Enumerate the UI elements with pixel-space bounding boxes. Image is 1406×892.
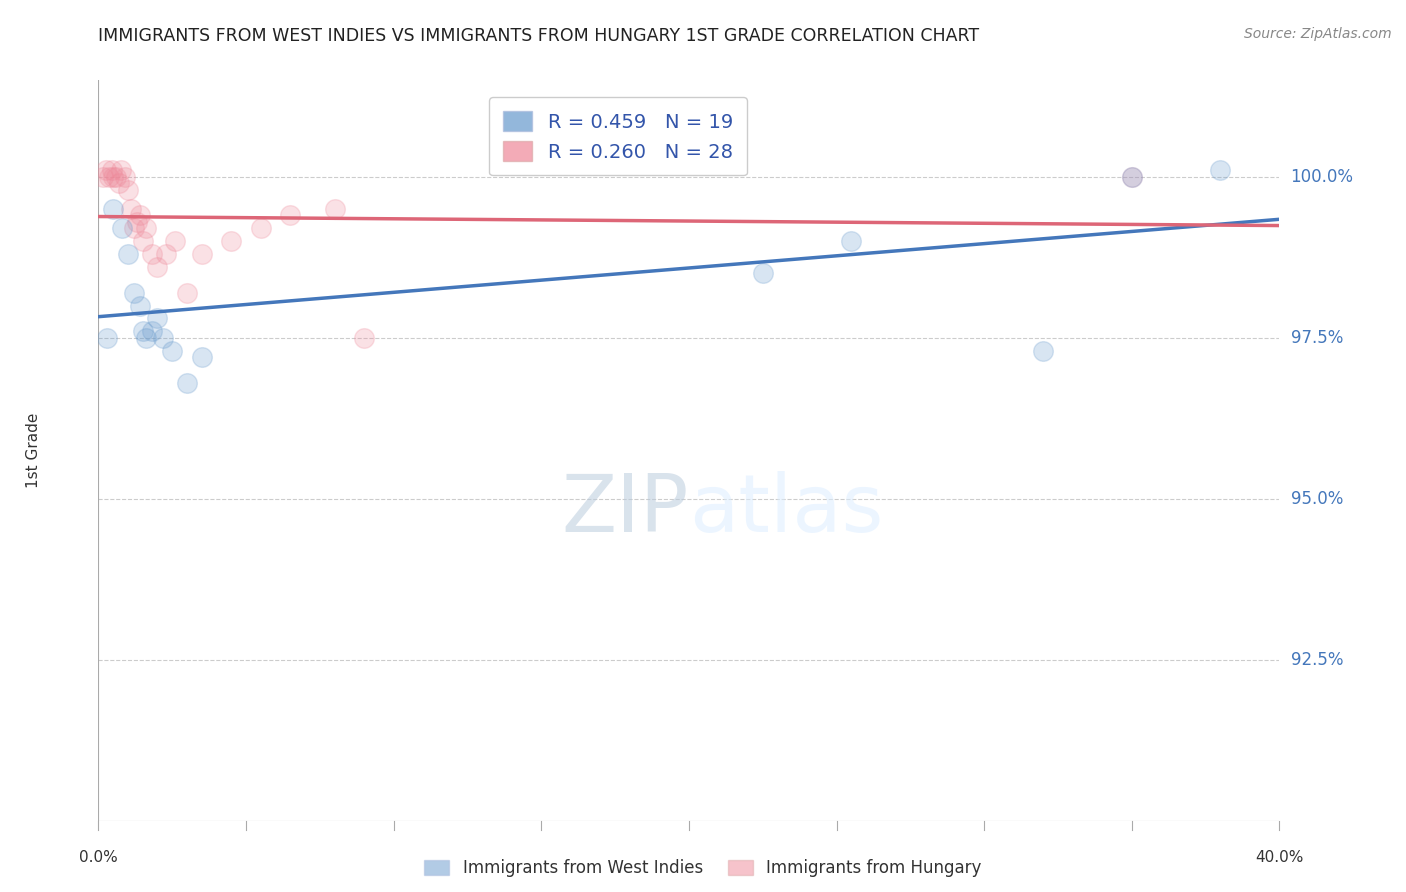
Point: [1209, 163, 1232, 178]
Text: 100.0%: 100.0%: [1291, 168, 1354, 186]
Point: [122, 285, 145, 300]
Point: [125, 215, 148, 229]
Point: [111, 221, 134, 235]
Point: [191, 350, 214, 364]
Point: [91, 169, 114, 184]
Text: Source: ZipAtlas.com: Source: ZipAtlas.com: [1244, 27, 1392, 41]
Point: [250, 221, 273, 235]
Point: [162, 343, 183, 358]
Point: [219, 234, 243, 248]
Text: 95.0%: 95.0%: [1291, 490, 1343, 508]
Point: [103, 169, 125, 184]
Point: [1121, 169, 1143, 184]
Point: [128, 209, 150, 223]
Legend: Immigrants from West Indies, Immigrants from Hungary: Immigrants from West Indies, Immigrants …: [418, 853, 988, 884]
Point: [146, 311, 169, 326]
Text: IMMIGRANTS FROM WEST INDIES VS IMMIGRANTS FROM HUNGARY 1ST GRADE CORRELATION CHA: IMMIGRANTS FROM WEST INDIES VS IMMIGRANT…: [98, 27, 980, 45]
Point: [96, 331, 118, 345]
Point: [1121, 169, 1143, 184]
Point: [1032, 343, 1054, 358]
Point: [278, 209, 302, 223]
Point: [135, 221, 157, 235]
Point: [132, 234, 155, 248]
Point: [165, 234, 187, 248]
Point: [141, 247, 163, 261]
Point: [176, 376, 198, 390]
Point: [120, 202, 142, 216]
Text: ZIP: ZIP: [561, 471, 689, 549]
Point: [135, 331, 157, 345]
Text: 97.5%: 97.5%: [1291, 329, 1343, 347]
Point: [117, 247, 139, 261]
Point: [114, 169, 136, 184]
Point: [103, 202, 125, 216]
Text: atlas: atlas: [689, 471, 883, 549]
Point: [176, 285, 198, 300]
Text: 0.0%: 0.0%: [79, 850, 118, 865]
Point: [117, 183, 139, 197]
Point: [839, 234, 862, 248]
Point: [141, 324, 163, 338]
Legend: R = 0.459   N = 19, R = 0.260   N = 28: R = 0.459 N = 19, R = 0.260 N = 28: [489, 97, 747, 176]
Point: [132, 324, 155, 338]
Point: [108, 176, 131, 190]
Point: [94, 163, 117, 178]
Point: [97, 169, 120, 184]
Point: [353, 331, 375, 345]
Point: [128, 299, 150, 313]
Text: 92.5%: 92.5%: [1291, 650, 1343, 669]
Text: 40.0%: 40.0%: [1256, 850, 1303, 865]
Point: [100, 163, 122, 178]
Point: [155, 247, 177, 261]
Point: [152, 331, 174, 345]
Text: 1st Grade: 1st Grade: [25, 413, 41, 488]
Point: [323, 202, 346, 216]
Point: [751, 267, 773, 281]
Point: [191, 247, 214, 261]
Point: [122, 221, 145, 235]
Point: [105, 169, 128, 184]
Point: [146, 260, 169, 274]
Point: [110, 163, 132, 178]
